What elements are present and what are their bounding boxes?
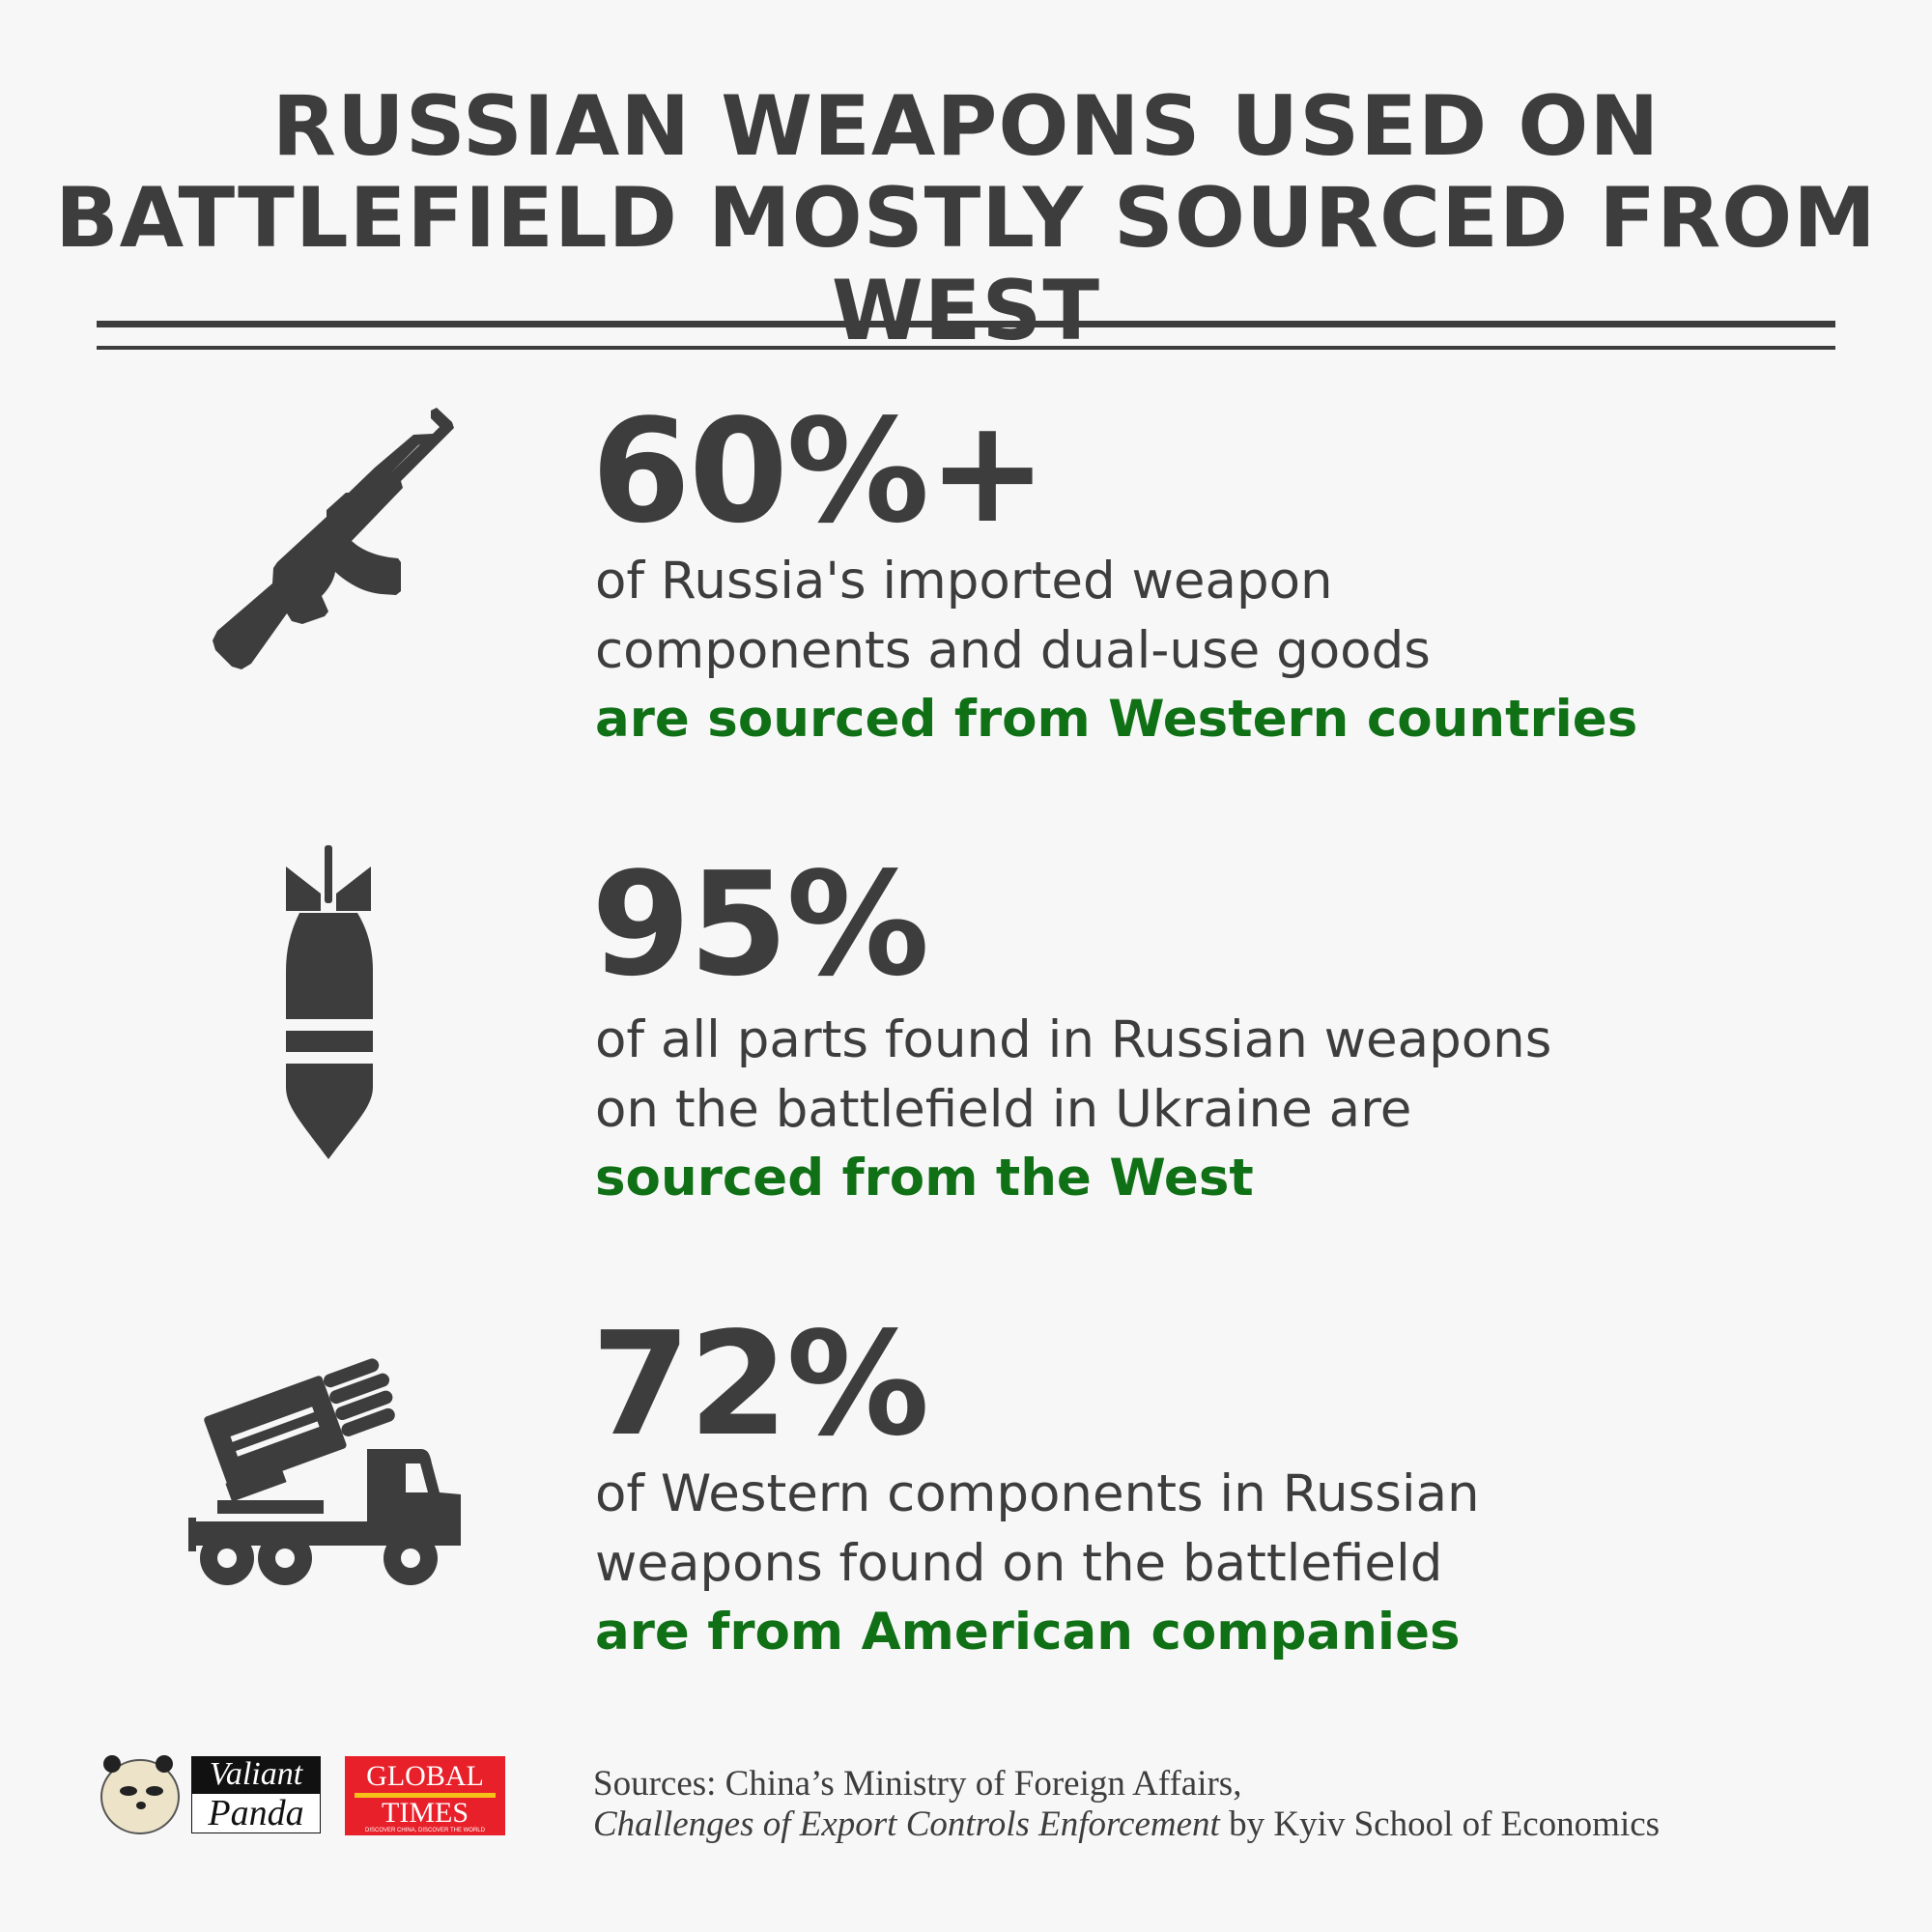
stat-1-line-2: components and dual-use goods: [595, 620, 1431, 680]
title-line-2: BATTLEFIELD MOSTLY SOURCED FROM WEST: [55, 170, 1877, 359]
stat-2-highlight: sourced from the West: [595, 1149, 1254, 1208]
valiant-text: Valiant: [191, 1756, 321, 1793]
stat-3-highlight: are from American companies: [595, 1603, 1461, 1662]
times-text: TIMES: [382, 1797, 469, 1829]
title-line-1: RUSSIAN WEAPONS USED ON: [271, 78, 1661, 175]
panda-mascot-icon: [100, 1755, 180, 1834]
stat-value-3: 72%: [591, 1301, 929, 1467]
rifle-icon: [213, 408, 454, 669]
global-text: GLOBAL: [366, 1760, 484, 1792]
stat-2-line-2: on the battlefield in Ukraine are: [595, 1079, 1412, 1139]
stat-value-1: 60%+: [591, 388, 1047, 554]
stat-3-line-1: of Western components in Russian: [595, 1464, 1480, 1523]
stat-value-2: 95%: [591, 841, 929, 1008]
stat-description-2: of all parts found in Russian weapons on…: [595, 1006, 1551, 1213]
bomb-icon: [286, 845, 373, 1159]
sources: Sources: China’s Ministry of Foreign Aff…: [593, 1764, 1660, 1845]
sources-publisher: by Kyiv School of Economics: [1219, 1804, 1661, 1844]
logo-stripe: [355, 1793, 496, 1798]
divider-thin: [97, 346, 1835, 350]
tagline-text: DISCOVER CHINA, DISCOVER THE WORLD: [365, 1828, 485, 1833]
stat-2-line-1: of all parts found in Russian weapons: [595, 1010, 1552, 1069]
global-times-logo: GLOBAL TIMES DISCOVER CHINA, DISCOVER TH…: [345, 1756, 505, 1835]
sources-line-2: Challenges of Export Controls Enforcemen…: [593, 1804, 1660, 1845]
stat-1-line-1: of Russia's imported weapon: [595, 552, 1333, 611]
panda-text: Panda: [191, 1793, 321, 1833]
sources-report-title: Challenges of Export Controls Enforcemen…: [593, 1804, 1220, 1844]
stat-description-1: of Russia's imported weapon components a…: [595, 547, 1637, 754]
sources-line-1: Sources: China’s Ministry of Foreign Aff…: [593, 1764, 1242, 1804]
stat-3-line-2: weapons found on the battlefield: [595, 1533, 1443, 1593]
stat-1-highlight: are sourced from Western countries: [595, 690, 1638, 749]
divider-thick: [97, 321, 1835, 327]
valiant-panda-logo: Valiant Panda: [97, 1752, 321, 1835]
rocket-launcher-truck-icon: [188, 1358, 461, 1585]
stat-description-3: of Western components in Russian weapons…: [595, 1460, 1480, 1667]
